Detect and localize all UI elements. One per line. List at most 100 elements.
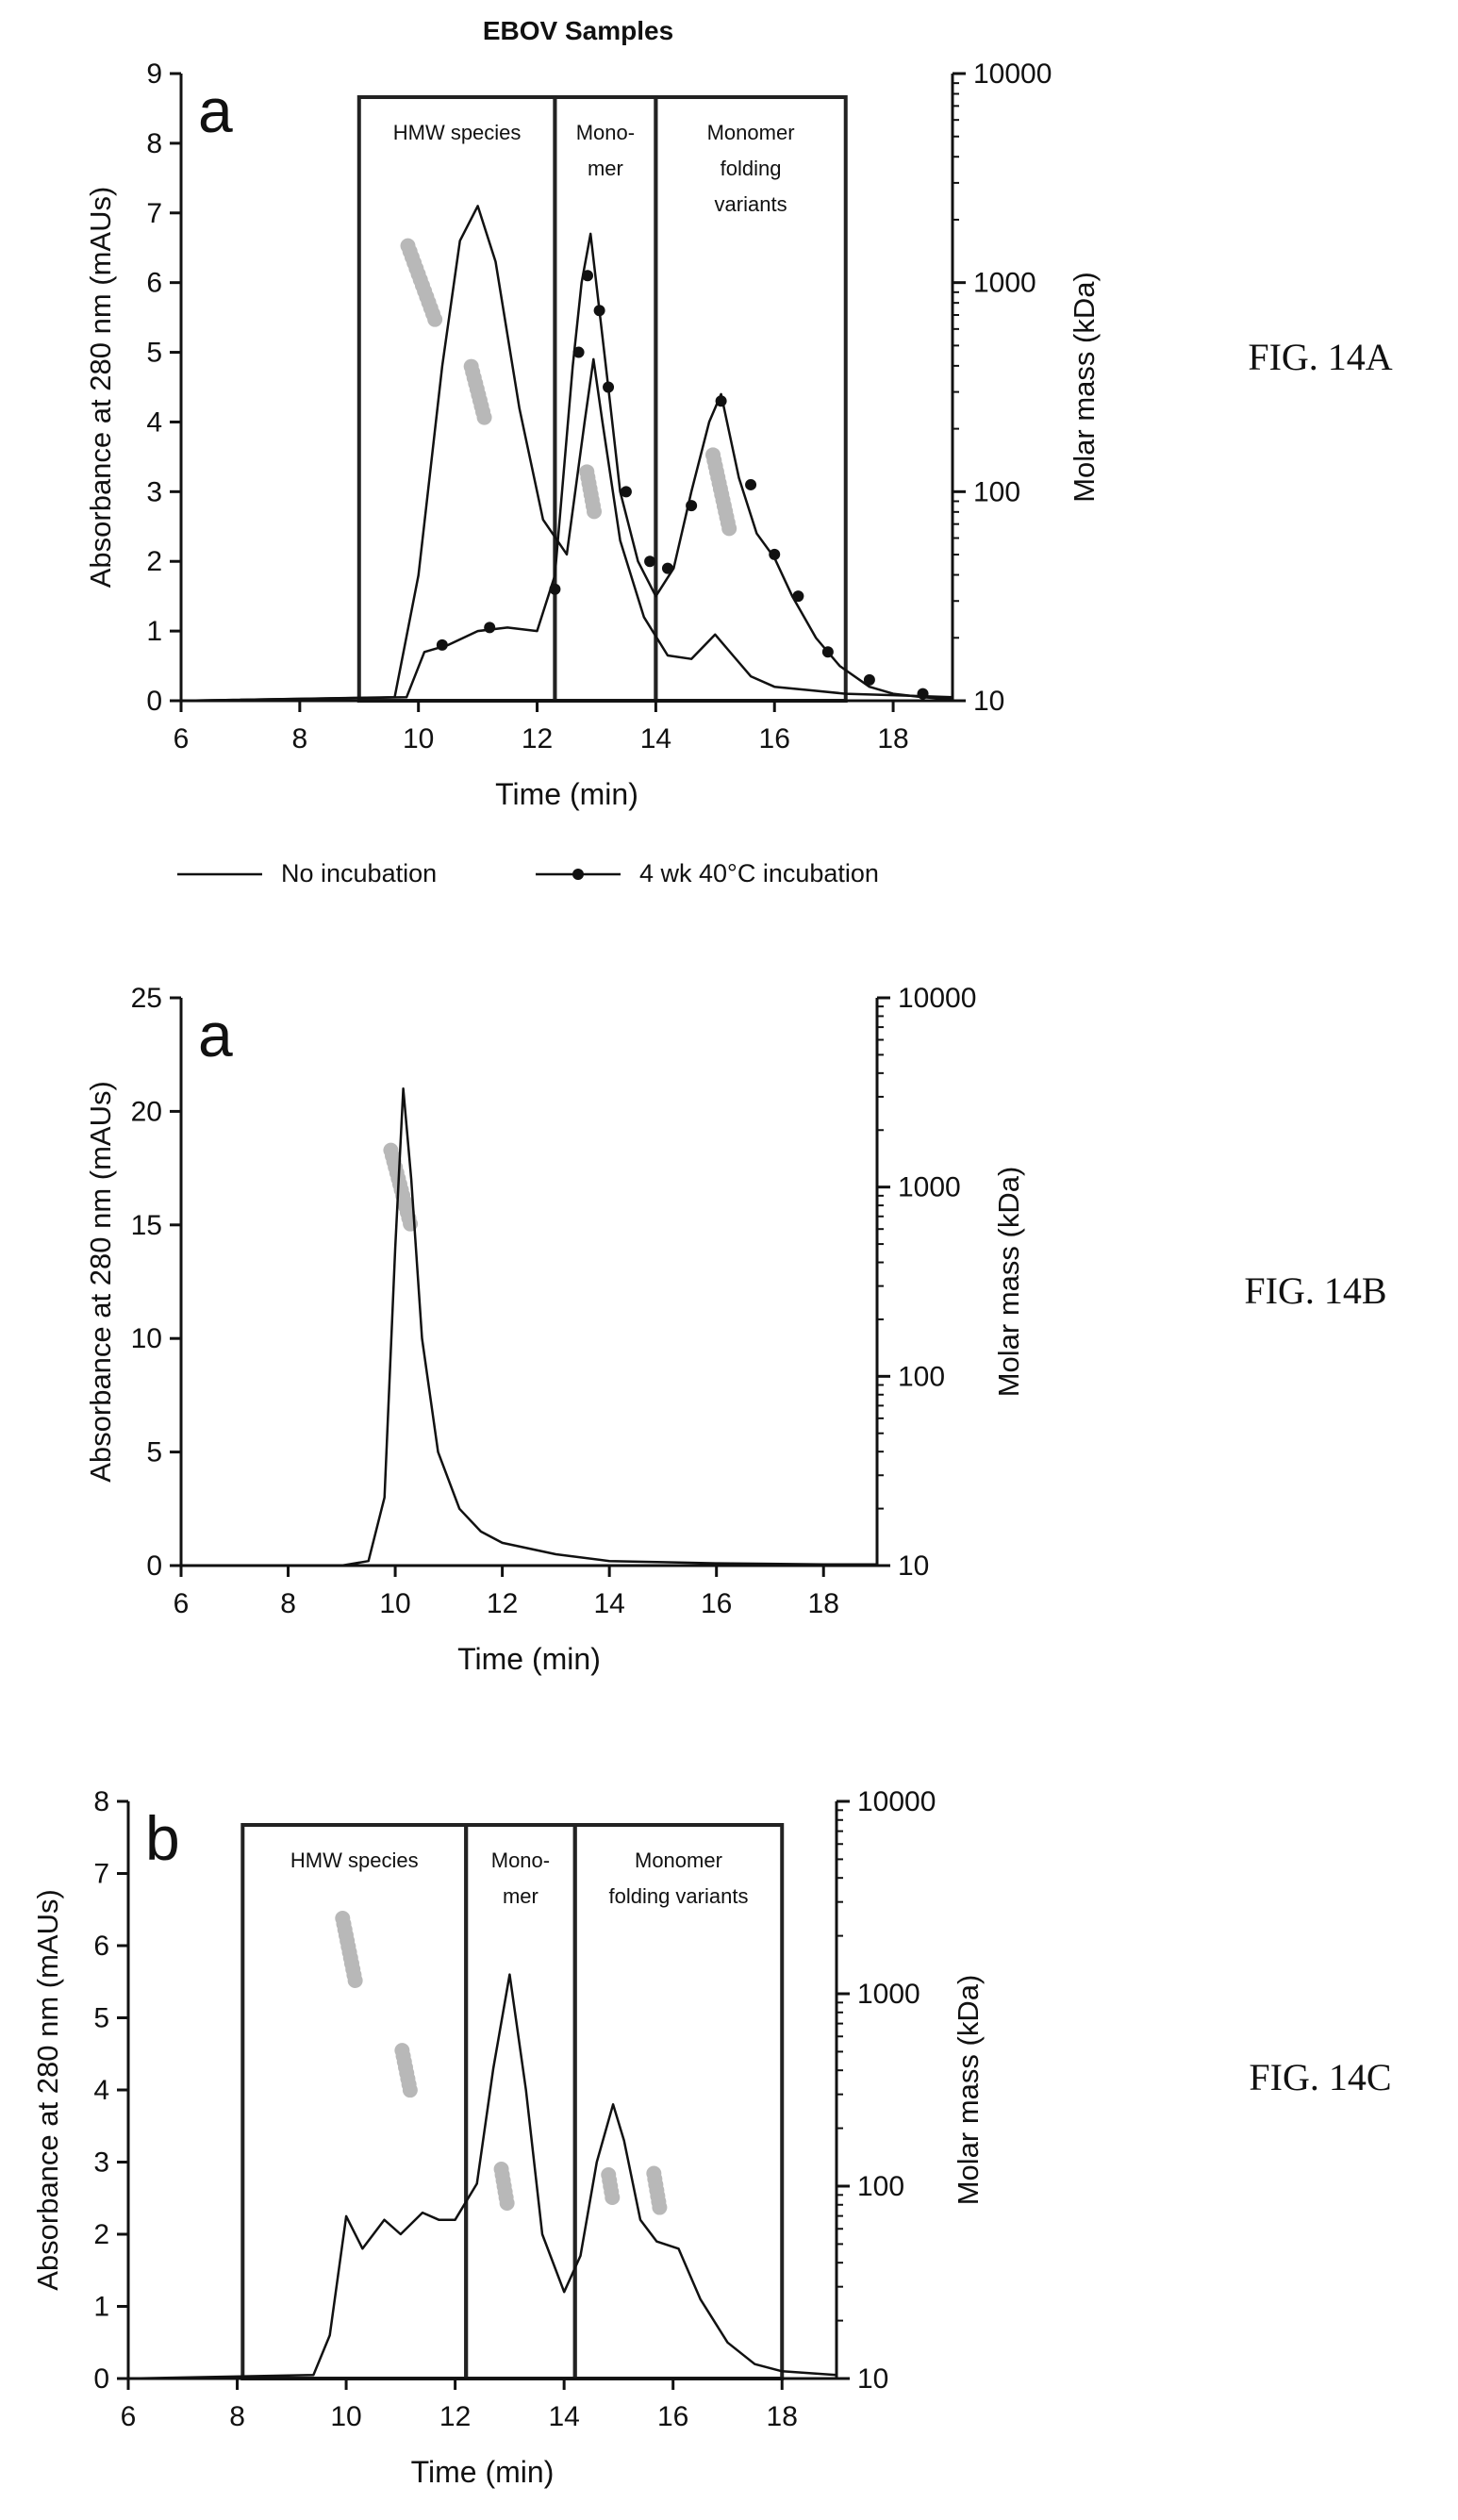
molar-mass-point (721, 521, 737, 537)
x-tick-label: 16 (657, 2401, 688, 2432)
region-box (240, 1823, 469, 2380)
y-axis-label: Absorbance at 280 nm (mAUs) (84, 187, 117, 589)
legend-marker (572, 869, 584, 880)
y-tick-label: 5 (146, 1437, 162, 1468)
y2-tick-label: 100 (898, 1361, 945, 1392)
y-tick-label: 7 (146, 198, 162, 229)
x-tick-label: 14 (640, 723, 671, 754)
molar-mass-point (605, 2190, 621, 2205)
series-marker (792, 590, 804, 603)
y-tick-label: 1 (93, 2292, 109, 2323)
series-marker (582, 270, 594, 282)
y2-tick-label: 100 (973, 476, 1020, 507)
y2-tick-label: 1000 (857, 1979, 920, 2010)
y2-tick-label: 1000 (973, 268, 1036, 299)
series-line (180, 232, 953, 703)
x-tick-label: 8 (229, 2401, 245, 2432)
x-axis-label: Time (min) (457, 1642, 601, 1676)
x-tick-label: 6 (174, 1588, 190, 1619)
panel-letter: b (145, 1803, 180, 1873)
series-marker (863, 673, 875, 686)
y-tick-label: 4 (93, 2075, 109, 2106)
panel-letter: a (198, 1000, 233, 1069)
region-label: Monomer (635, 1849, 722, 1872)
chart-title: EBOV Samples (483, 16, 673, 45)
x-tick-label: 16 (759, 723, 790, 754)
region-label: folding (721, 157, 782, 180)
series-marker (686, 500, 698, 512)
figure-label: FIG. 14B (1244, 1269, 1386, 1312)
molar-mass-point (427, 311, 443, 327)
y-tick-label: 0 (146, 686, 162, 717)
y-axis-label: Absorbance at 280 nm (mAUs) (84, 1081, 117, 1483)
x-tick-label: 8 (292, 723, 308, 754)
y-tick-label: 5 (93, 2003, 109, 2034)
region-label: variants (715, 192, 787, 216)
y-tick-label: 3 (146, 476, 162, 507)
molar-mass-point (347, 1972, 363, 1988)
region-label: Monomer (707, 121, 795, 144)
figure-label: FIG. 14C (1249, 2056, 1391, 2098)
series-marker (593, 305, 605, 317)
y2-tick-label: 10000 (973, 58, 1052, 90)
series-marker (745, 478, 757, 490)
y-tick-label: 10 (131, 1323, 162, 1354)
region-box (464, 1823, 577, 2380)
series-marker (436, 638, 448, 651)
panel-letter: a (198, 75, 233, 145)
y2-tick-label: 10 (898, 1550, 929, 1582)
y-tick-label: 0 (146, 1550, 162, 1582)
series-line (180, 205, 953, 703)
y-axis-label: Absorbance at 280 nm (mAUs) (31, 1889, 64, 2291)
y-tick-label: 25 (131, 983, 162, 1014)
region-label: folding variants (608, 1884, 748, 1908)
figure-label: FIG. 14A (1248, 336, 1392, 378)
y2-axis-label: Molar mass (kDa) (1068, 272, 1101, 503)
region-box (654, 95, 848, 703)
region-box (572, 1823, 785, 2380)
series-marker (603, 381, 615, 393)
x-axis-label: Time (min) (411, 2455, 555, 2489)
series-line (127, 1973, 837, 2380)
y2-axis-label: Molar mass (kDa) (992, 1167, 1025, 1398)
chart-fig-14c: HMW species Mono-mer Monomer folding varian… (31, 1786, 1392, 2489)
y-tick-label: 4 (146, 406, 162, 438)
x-tick-label: 10 (403, 723, 434, 754)
x-tick-label: 12 (487, 1588, 518, 1619)
molar-mass-point (402, 2082, 418, 2098)
series-marker (644, 555, 656, 568)
y-tick-label: 8 (93, 1786, 109, 1817)
y2-tick-label: 10000 (898, 983, 976, 1014)
x-tick-label: 16 (701, 1588, 732, 1619)
region-label: HMW species (393, 121, 522, 144)
x-tick-label: 12 (522, 723, 553, 754)
y-tick-label: 6 (93, 1931, 109, 1962)
x-tick-label: 10 (379, 1588, 410, 1619)
series-marker (572, 346, 585, 358)
legend-label: No incubation (281, 859, 437, 887)
x-axis-label: Time (min) (495, 777, 638, 811)
series-marker (769, 548, 781, 560)
x-tick-label: 6 (174, 723, 190, 754)
molar-mass-point (652, 2199, 668, 2215)
x-tick-label: 18 (767, 2401, 798, 2432)
region-label: Mono- (576, 121, 635, 144)
series-marker (917, 688, 929, 700)
molar-mass-point (587, 504, 603, 520)
series-marker (661, 562, 673, 574)
region-label: mer (588, 157, 623, 180)
y2-tick-label: 10 (857, 2363, 888, 2395)
region-box (356, 95, 557, 703)
y2-tick-label: 1000 (898, 1172, 961, 1203)
chart-fig-14b: 6 8 10 12 14 16 18 0 5 10 15 20 25 10 100 1000 10000 Time… (84, 983, 1387, 1676)
y-tick-label: 1 (146, 616, 162, 647)
region-label: HMW species (290, 1849, 419, 1872)
x-tick-label: 12 (439, 2401, 471, 2432)
y2-tick-label: 10 (973, 686, 1004, 717)
y-tick-label: 15 (131, 1210, 162, 1241)
y2-tick-label: 10000 (857, 1786, 936, 1817)
y-tick-label: 5 (146, 338, 162, 369)
x-tick-label: 18 (808, 1588, 839, 1619)
y-tick-label: 6 (146, 268, 162, 299)
